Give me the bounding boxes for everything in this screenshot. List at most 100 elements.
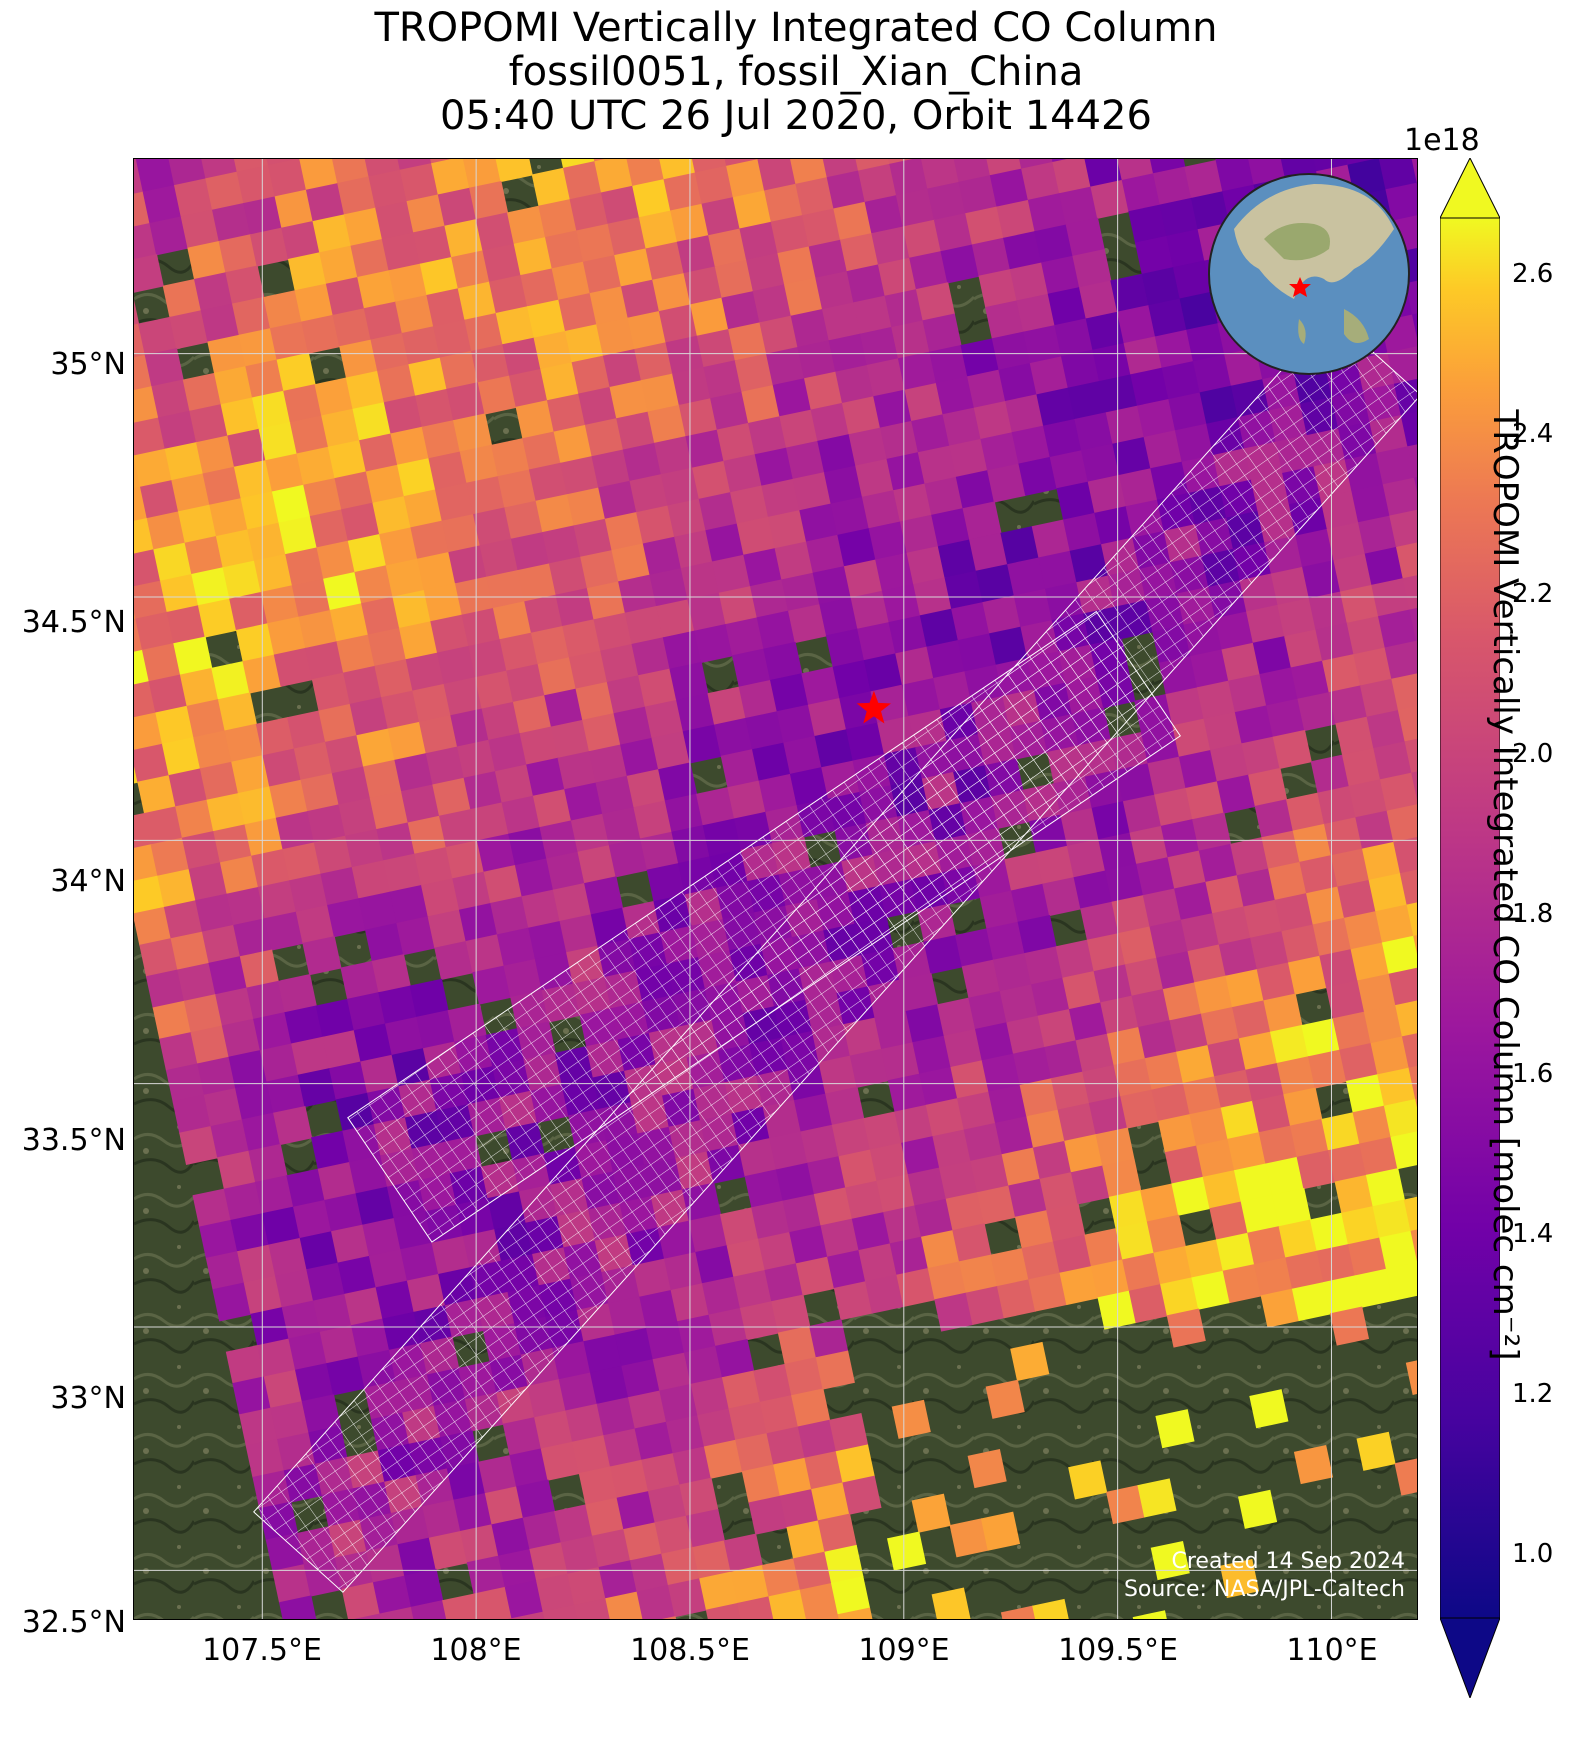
co-pixel — [1246, 604, 1286, 644]
co-pixel — [1001, 1147, 1041, 1187]
co-pixel — [474, 670, 515, 710]
co-pixel — [159, 1031, 199, 1072]
co-pixel — [160, 573, 200, 613]
co-pixel — [1383, 1098, 1417, 1138]
co-pixel — [1202, 1170, 1242, 1210]
map-panel[interactable]: Created 14 Sep 2024 Source: NASA/JPL-Cal… — [133, 158, 1418, 1620]
co-pixel — [594, 159, 634, 194]
co-pixel — [1278, 1219, 1318, 1259]
co-pixel — [818, 1055, 858, 1095]
co-pixel — [656, 159, 697, 181]
co-pixel — [375, 200, 415, 241]
co-pixel — [435, 482, 475, 522]
co-pixel — [321, 408, 361, 448]
co-pixel — [696, 787, 736, 827]
co-pixel — [645, 241, 685, 281]
co-pixel — [408, 357, 448, 397]
co-pixel — [987, 463, 1027, 503]
co-pixel — [728, 1401, 768, 1441]
co-pixel — [1260, 1288, 1300, 1328]
co-pixel — [281, 1300, 321, 1340]
co-pixel — [439, 350, 479, 390]
co-pixel — [458, 902, 499, 942]
co-pixel — [482, 243, 522, 283]
co-pixel — [1091, 801, 1131, 841]
co-pixel — [1371, 578, 1411, 618]
co-pixel — [266, 1074, 306, 1114]
co-pixel — [1166, 229, 1206, 269]
co-pixel — [508, 826, 548, 867]
co-pixel — [775, 1162, 816, 1202]
co-pixel — [259, 1043, 299, 1083]
co-pixel — [178, 504, 218, 544]
co-pixel — [327, 898, 367, 938]
co-pixel — [1032, 1598, 1072, 1619]
co-pixel — [788, 603, 828, 644]
co-pixel — [246, 980, 286, 1020]
co-pixel — [945, 1191, 985, 1232]
co-pixel — [807, 697, 848, 737]
co-pixel — [571, 355, 611, 395]
co-pixel — [383, 853, 423, 893]
co-pixel — [1316, 1243, 1356, 1284]
co-pixel — [196, 435, 236, 475]
co-pixel — [927, 181, 967, 221]
co-pixel — [1285, 1250, 1325, 1290]
co-pixel — [528, 920, 568, 960]
co-pixel — [614, 248, 654, 288]
co-pixel — [842, 1475, 882, 1515]
co-pixel — [410, 520, 450, 560]
co-pixel — [287, 252, 328, 292]
co-pixel — [833, 201, 873, 241]
co-pixel — [1075, 1033, 1115, 1073]
co-pixel — [157, 868, 197, 908]
co-pixel — [830, 496, 870, 536]
co-pixel — [1309, 159, 1349, 173]
co-pixel — [524, 594, 564, 634]
co-pixel — [274, 189, 314, 229]
colorbar-tick-label: 2.6 — [1512, 259, 1554, 289]
co-pixel — [792, 472, 832, 512]
co-pixel — [169, 310, 209, 350]
co-pixel — [609, 1459, 650, 1499]
co-pixel — [769, 1131, 809, 1171]
co-pixel — [448, 545, 488, 585]
co-pixel — [1390, 1130, 1417, 1170]
co-pixel — [1377, 1067, 1417, 1107]
co-pixel — [405, 652, 445, 692]
co-pixel — [1326, 980, 1366, 1020]
co-pixel — [846, 264, 886, 304]
co-pixel — [642, 536, 682, 576]
co-pixel — [379, 527, 419, 567]
co-pixel — [1041, 255, 1081, 295]
credit-created: Created 14 Sep 2024 — [1171, 1549, 1406, 1574]
co-pixel — [730, 485, 770, 525]
co-pixel — [1092, 342, 1132, 383]
co-pixel — [776, 704, 816, 744]
co-pixel — [1334, 1174, 1374, 1214]
co-pixel — [436, 645, 477, 685]
co-pixel — [604, 511, 644, 552]
co-pixel — [849, 1048, 889, 1088]
co-pixel — [761, 1558, 801, 1598]
co-pixel — [965, 206, 1005, 246]
co-pixel — [721, 1370, 762, 1410]
co-pixel — [789, 767, 830, 807]
co-pixel — [193, 272, 234, 312]
co-pixel — [319, 245, 359, 285]
co-pixel — [1350, 942, 1390, 982]
co-pixel — [962, 501, 1002, 541]
co-pixel — [563, 161, 603, 201]
co-pixel — [404, 1568, 444, 1608]
co-pixel — [875, 552, 915, 592]
co-pixel — [757, 159, 797, 192]
co-pixel — [825, 1086, 865, 1126]
co-pixel — [135, 611, 175, 651]
co-pixel — [164, 441, 204, 482]
co-pixel — [931, 1587, 971, 1619]
co-pixel — [922, 313, 962, 353]
co-pixel — [276, 352, 316, 392]
co-pixel — [545, 230, 585, 270]
co-pixel — [992, 952, 1033, 993]
co-pixel — [392, 589, 432, 629]
